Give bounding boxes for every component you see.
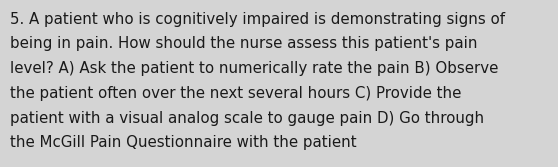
Text: being in pain. How should the nurse assess this patient's pain: being in pain. How should the nurse asse… (10, 36, 478, 51)
Text: the McGill Pain Questionnaire with the patient: the McGill Pain Questionnaire with the p… (10, 135, 357, 150)
Text: patient with a visual analog scale to gauge pain D) Go through: patient with a visual analog scale to ga… (10, 111, 484, 126)
Text: the patient often over the next several hours C) Provide the: the patient often over the next several … (10, 86, 461, 101)
Text: 5. A patient who is cognitively impaired is demonstrating signs of: 5. A patient who is cognitively impaired… (10, 12, 505, 27)
Text: level? A) Ask the patient to numerically rate the pain B) Observe: level? A) Ask the patient to numerically… (10, 61, 498, 76)
